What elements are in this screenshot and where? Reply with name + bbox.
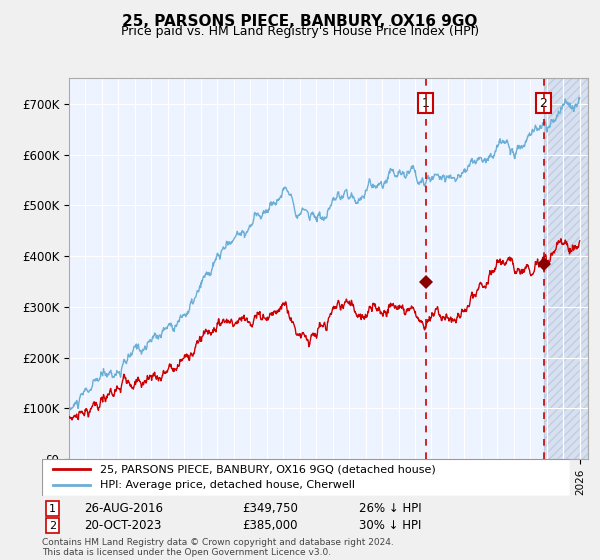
Bar bbox=[544, 78, 588, 459]
Text: 2: 2 bbox=[539, 97, 547, 110]
Text: 25, PARSONS PIECE, BANBURY, OX16 9GQ: 25, PARSONS PIECE, BANBURY, OX16 9GQ bbox=[122, 14, 478, 29]
Text: £349,750: £349,750 bbox=[242, 502, 299, 515]
Text: 1: 1 bbox=[422, 97, 430, 110]
Text: 26% ↓ HPI: 26% ↓ HPI bbox=[359, 502, 421, 515]
Text: HPI: Average price, detached house, Cherwell: HPI: Average price, detached house, Cher… bbox=[100, 480, 355, 491]
Bar bbox=[544, 78, 588, 459]
FancyBboxPatch shape bbox=[42, 459, 570, 496]
Text: 20-OCT-2023: 20-OCT-2023 bbox=[84, 519, 161, 532]
Text: 30% ↓ HPI: 30% ↓ HPI bbox=[359, 519, 421, 532]
Text: 2: 2 bbox=[49, 521, 56, 531]
Text: Contains HM Land Registry data © Crown copyright and database right 2024.
This d: Contains HM Land Registry data © Crown c… bbox=[42, 538, 394, 557]
Text: 26-AUG-2016: 26-AUG-2016 bbox=[84, 502, 163, 515]
Text: 25, PARSONS PIECE, BANBURY, OX16 9GQ (detached house): 25, PARSONS PIECE, BANBURY, OX16 9GQ (de… bbox=[100, 464, 436, 474]
Text: Price paid vs. HM Land Registry's House Price Index (HPI): Price paid vs. HM Land Registry's House … bbox=[121, 25, 479, 38]
Text: 1: 1 bbox=[49, 503, 56, 514]
Text: £385,000: £385,000 bbox=[242, 519, 298, 532]
